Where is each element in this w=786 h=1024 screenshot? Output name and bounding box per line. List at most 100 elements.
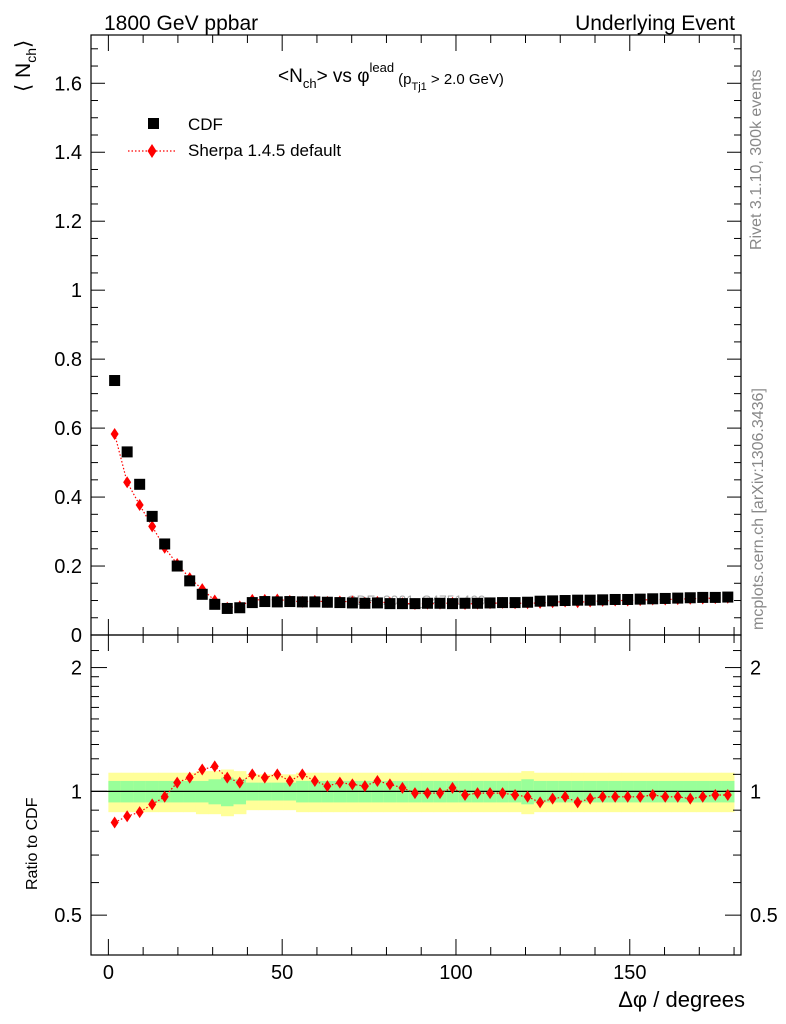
cdf-point [346, 597, 358, 609]
cdf-main-series [109, 375, 734, 614]
ratio-panel-frame [90, 634, 742, 956]
sherpa-ratio-point [548, 792, 557, 805]
cdf-point [221, 602, 233, 614]
cdf-point [634, 593, 646, 605]
cdf-point [609, 593, 621, 605]
header-left: 1800 GeV ppbar [104, 12, 258, 35]
sherpa-ratio-point [461, 788, 470, 801]
cdf-point [296, 596, 308, 608]
main-ytick-label: 0.4 [54, 487, 82, 509]
sherpa-ratio-point [210, 760, 219, 773]
cdf-point [672, 592, 684, 604]
cdf-point [722, 591, 734, 603]
sherpa-ratio-point [611, 790, 620, 803]
cdf-point [434, 597, 446, 609]
ylabel-sub: ch [23, 48, 39, 63]
axis-tick-labels: 0 0.2 0.4 0.6 0.8 1 1.2 1.4 1.6 0 50 100 150 0.5 0.5 1 1… [54, 73, 778, 984]
cdf-point [484, 597, 496, 609]
sherpa-ratio-point [385, 778, 394, 791]
cdf-point [522, 596, 534, 608]
sherpa-ratio-point [623, 790, 632, 803]
sherpa-ratio-point [360, 780, 369, 793]
cdf-point [134, 478, 146, 490]
sherpa-ratio-point [423, 787, 432, 800]
cdf-point [209, 598, 221, 610]
sherpa-ratio-point [536, 796, 545, 809]
cdf-point [697, 591, 709, 603]
cdf-point [171, 560, 183, 572]
main-ytick-label: 0 [71, 625, 82, 647]
cdf-point [472, 597, 484, 609]
sherpa-ratio-point [298, 768, 307, 781]
cdf-point [271, 596, 283, 608]
sherpa-ratio-point [310, 774, 319, 787]
ratio-ytick-label-right: 2 [750, 658, 761, 680]
cdf-point [597, 594, 609, 606]
cdf-point [709, 591, 721, 603]
main-ytick-label: 1.2 [54, 211, 82, 233]
main-ytick-label: 1 [71, 280, 82, 302]
ratio-xtick-label: 50 [271, 962, 293, 984]
sherpa-point [110, 427, 119, 440]
legend: CDF Sherpa 1.4.5 default [128, 115, 341, 160]
cdf-point [246, 597, 258, 609]
sherpa-ratio-point [511, 788, 520, 801]
sherpa-ratio-point [110, 816, 119, 829]
cdf-point [497, 597, 509, 609]
cdf-point [184, 575, 196, 587]
sherpa-ratio-point [260, 771, 269, 784]
title-sub-tj1: Tj1 [411, 81, 426, 93]
sherpa-ratio-point [498, 787, 507, 800]
main-ytick-label: 0.6 [54, 418, 82, 440]
cdf-point [159, 538, 171, 550]
sherpa-ratio-point [185, 771, 194, 784]
cdf-point [659, 592, 671, 604]
cdf-point [534, 595, 546, 607]
cdf-point [121, 446, 133, 458]
sherpa-ratio-point [673, 790, 682, 803]
sherpa-ratio-point [648, 788, 657, 801]
ylabel-n: ⟨ N [12, 63, 35, 92]
sherpa-ratio-point [160, 790, 169, 803]
sherpa-main-series [110, 427, 732, 614]
cdf-point [572, 594, 584, 606]
sherpa-main-line [114, 433, 728, 609]
sherpa-ratio-point [323, 780, 332, 793]
cdf-point [459, 597, 471, 609]
sherpa-point [148, 520, 157, 533]
ratio-ytick-label-right: 1 [750, 781, 761, 803]
title-sub-ch: ch [303, 76, 317, 91]
ratio-ytick-label-left: 1 [71, 781, 82, 803]
mcplots-label: mcplots.cern.ch [arXiv:1306.3436] [750, 388, 767, 630]
sherpa-ratio-point [123, 810, 132, 823]
ratio-ytick-label-right: 0.5 [750, 905, 778, 927]
plot-title: <Nch> vs φlead(pTj1 > 2.0 GeV) [278, 60, 504, 93]
cdf-point [446, 598, 458, 610]
y-axis-label-main: ⟨ Nch⟩ [12, 40, 39, 92]
cdf-point [309, 596, 321, 608]
cdf-point [334, 597, 346, 609]
cdf-point [359, 597, 371, 609]
sherpa-ratio-point [448, 781, 457, 794]
sherpa-ratio-point [410, 787, 419, 800]
sherpa-ratio-point [373, 774, 382, 787]
sherpa-ratio-point [486, 787, 495, 800]
main-ytick-label: 1.4 [54, 142, 82, 164]
sherpa-ratio-point [335, 776, 344, 789]
cdf-point [647, 593, 659, 605]
sherpa-ratio-point [198, 763, 207, 776]
sherpa-ratio-point [135, 806, 144, 819]
ylabel-close: ⟩ [12, 40, 35, 48]
cdf-point [547, 595, 559, 607]
cdf-point [384, 598, 396, 610]
sherpa-ratio-point [523, 790, 532, 803]
cdf-point [622, 593, 634, 605]
legend-sherpa-label: Sherpa 1.4.5 default [188, 141, 341, 160]
title-part-vs: > vs φ [317, 66, 370, 87]
sherpa-ratio-point [173, 776, 182, 789]
title-part-cut: > 2.0 GeV) [427, 71, 504, 88]
sherpa-ratio-point [711, 788, 720, 801]
ratio-xtick-label: 100 [439, 962, 472, 984]
cdf-point [196, 588, 208, 600]
